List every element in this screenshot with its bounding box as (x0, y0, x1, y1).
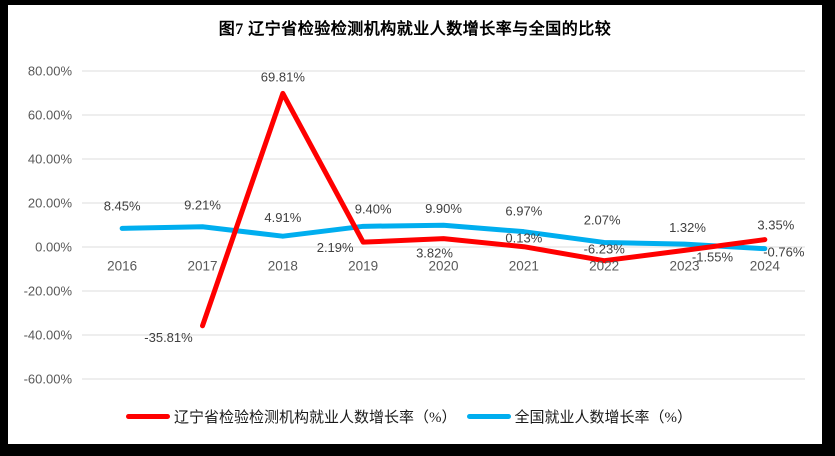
data-label: 9.21% (184, 198, 221, 213)
legend-item-national: 全国就业人数增长率（%） (466, 406, 693, 427)
x-tick-label: 2018 (268, 259, 298, 274)
series-line-0 (200, 90, 768, 329)
data-label: 0.13% (505, 231, 542, 246)
x-tick-label: 2019 (348, 259, 378, 274)
data-label: 9.40% (355, 201, 392, 216)
x-tick-label: 2016 (107, 259, 137, 274)
y-tick-label: 60.00% (28, 108, 73, 123)
legend-swatch-blue-line-icon (466, 414, 511, 419)
data-label: -35.81% (144, 330, 193, 345)
y-tick-label: -40.00% (24, 328, 73, 343)
data-label: -1.55% (692, 249, 734, 264)
line-chart-plot: 80.00% 60.00% 40.00% 20.00% 0.00% -20.00% -40.… (24, 64, 805, 387)
y-tick-label: -60.00% (24, 372, 73, 387)
legend-swatch-red-line-icon (126, 414, 170, 419)
data-label: -6.23% (584, 242, 626, 257)
legend-item-liaoning: 辽宁省检验检测机构就业人数增长率（%） (126, 406, 457, 427)
legend-label-liaoning: 辽宁省检验检测机构就业人数增长率（%） (174, 410, 457, 426)
y-tick-label: -20.00% (24, 284, 73, 299)
series-line-1 (119, 222, 768, 252)
data-label: 69.81% (261, 69, 306, 84)
x-tick-label: 2022 (589, 259, 619, 274)
chart-legend: 辽宁省检验检测机构就业人数增长率（%） 全国就业人数增长率（%） (8, 406, 810, 427)
y-tick-label: 40.00% (28, 152, 73, 167)
data-label: -0.76% (763, 245, 805, 260)
chart-title: 图7 辽宁省检验检测机构就业人数增长率与全国的比较 (218, 21, 612, 38)
legend-label-national: 全国就业人数增长率（%） (514, 410, 693, 426)
data-label: 8.45% (104, 198, 141, 213)
x-tick-label: 2017 (187, 259, 217, 274)
data-label: 6.97% (505, 204, 542, 219)
x-tick-label: 2020 (428, 259, 458, 274)
data-label: 1.32% (669, 220, 706, 235)
y-tick-label: 0.00% (35, 240, 72, 255)
data-label: 3.82% (416, 246, 453, 261)
data-label: 2.19% (317, 240, 354, 255)
y-tick-label: 80.00% (28, 64, 73, 79)
x-tick-label: 2023 (669, 259, 699, 274)
data-label: 3.35% (757, 218, 794, 233)
x-tick-label: 2021 (509, 259, 539, 274)
x-tick-label: 2024 (750, 259, 781, 274)
data-label: 9.90% (425, 201, 462, 216)
data-label: 4.91% (264, 210, 301, 225)
y-tick-label: 20.00% (28, 196, 73, 211)
data-label: 2.07% (584, 212, 621, 227)
